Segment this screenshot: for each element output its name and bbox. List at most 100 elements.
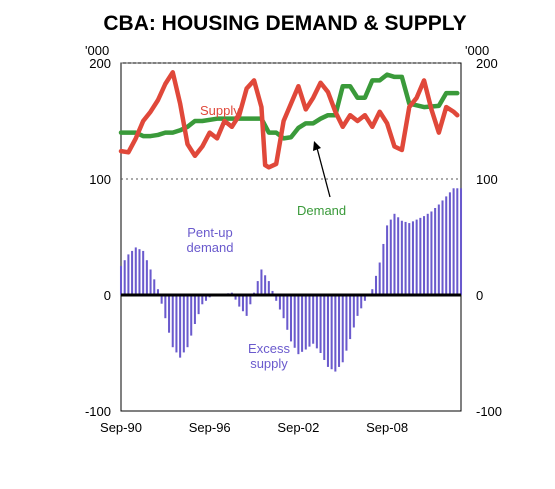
right-y-ticks: -100 0 100 200 (476, 56, 502, 419)
gap-bar (123, 260, 126, 295)
pent-up-label-line1: Pent-up (187, 225, 233, 240)
gap-bar (312, 295, 315, 344)
y-tick-label-left: 100 (89, 172, 111, 187)
gap-bar (197, 295, 200, 315)
gap-bar (160, 295, 163, 304)
gap-bar (434, 208, 437, 295)
gap-bar (286, 295, 289, 330)
gap-bar (297, 295, 300, 355)
gap-bar (301, 295, 304, 352)
gap-bar (426, 213, 429, 295)
gap-bar (204, 295, 208, 301)
gap-bar (360, 295, 363, 309)
gap-bar (153, 279, 156, 295)
gap-bar (338, 295, 341, 367)
x-tick-label: Sep-02 (277, 420, 319, 435)
gap-bar (393, 213, 396, 295)
gap-bar (256, 281, 259, 295)
y-tick-label-right: -100 (476, 404, 502, 419)
gap-bar (356, 295, 359, 316)
gap-bar (411, 221, 414, 295)
gap-bar (419, 217, 422, 295)
gap-bar (448, 192, 451, 295)
y-tick-label-right: 100 (476, 172, 498, 187)
gap-bar (397, 217, 400, 295)
gap-bar (142, 250, 145, 295)
gap-bar (145, 260, 148, 295)
gap-bar (164, 295, 167, 319)
gap-bar (289, 295, 293, 342)
gap-bar (186, 295, 189, 348)
gap-bar (308, 295, 311, 347)
gap-bar (293, 295, 296, 348)
y-tick-label-left: -100 (85, 404, 111, 419)
gap-bar (179, 295, 182, 358)
gap-bar (119, 266, 123, 295)
y-tick-label-right: 0 (476, 288, 483, 303)
gap-bar (193, 295, 196, 324)
demand-arrow (316, 147, 331, 198)
gap-bar (345, 295, 348, 351)
gap-bar (341, 295, 344, 363)
gap-bar (260, 269, 263, 295)
y-tick-label-left: 200 (89, 56, 111, 71)
gap-bar (149, 269, 152, 295)
gap-bar (441, 200, 444, 295)
gap-bar (378, 262, 381, 295)
excess-supply-label-line2: supply (250, 356, 288, 371)
gap-bar (363, 295, 366, 301)
demand-label: Demand (297, 203, 346, 218)
x-tick-label: Sep-08 (366, 420, 408, 435)
y-tick-label-left: 0 (104, 288, 111, 303)
gap-bar (238, 295, 241, 307)
pent-up-label-line2: demand (187, 240, 234, 255)
gap-bar (330, 295, 333, 370)
gap-bar (190, 295, 193, 336)
gap-bar (271, 290, 274, 295)
gap-bar (389, 219, 392, 295)
gap-bar (278, 295, 281, 310)
gap-bar (131, 250, 134, 295)
gap-bar (171, 295, 174, 348)
demand-arrowhead (313, 141, 321, 151)
gap-bar (319, 295, 322, 353)
annotations: Supply Demand Pent-up demand Excess supp… (187, 103, 347, 371)
gap-bar (437, 204, 440, 295)
gap-bar (400, 220, 403, 295)
gap-bar (275, 295, 278, 301)
gap-bar (445, 196, 448, 295)
gap-bar (459, 188, 463, 295)
left-axis-unit: '000 (85, 43, 109, 58)
series-lines (118, 70, 460, 170)
gap-bar (423, 216, 426, 295)
gap-bar (430, 211, 433, 295)
gap-bar (382, 243, 385, 295)
gap-bar (127, 254, 130, 295)
gap-bar (267, 281, 270, 295)
x-ticks: Sep-90 Sep-96 Sep-02 Sep-08 (100, 420, 408, 435)
supply-label: Supply (200, 103, 240, 118)
pent-up-demand-bars (119, 188, 463, 372)
gap-bar (264, 275, 267, 295)
gap-bar (415, 219, 418, 295)
gap-bar (349, 295, 352, 340)
gap-bar (138, 249, 141, 295)
gap-bar (326, 295, 329, 367)
gap-bar (371, 289, 374, 295)
gap-bar (201, 295, 204, 305)
gap-bar (245, 295, 248, 316)
gap-bar (304, 295, 307, 350)
excess-supply-label-line1: Excess (248, 341, 290, 356)
gap-bar (156, 289, 159, 295)
x-tick-label: Sep-90 (100, 420, 142, 435)
gap-bar (234, 295, 237, 300)
gap-bar (134, 247, 137, 295)
gap-bar (352, 295, 355, 328)
gap-bar (408, 223, 411, 295)
gap-bar (334, 295, 337, 372)
x-tick-label: Sep-96 (189, 420, 231, 435)
right-axis-unit: '000 (465, 43, 489, 58)
gap-bar (241, 295, 244, 312)
supply-line (118, 70, 460, 170)
